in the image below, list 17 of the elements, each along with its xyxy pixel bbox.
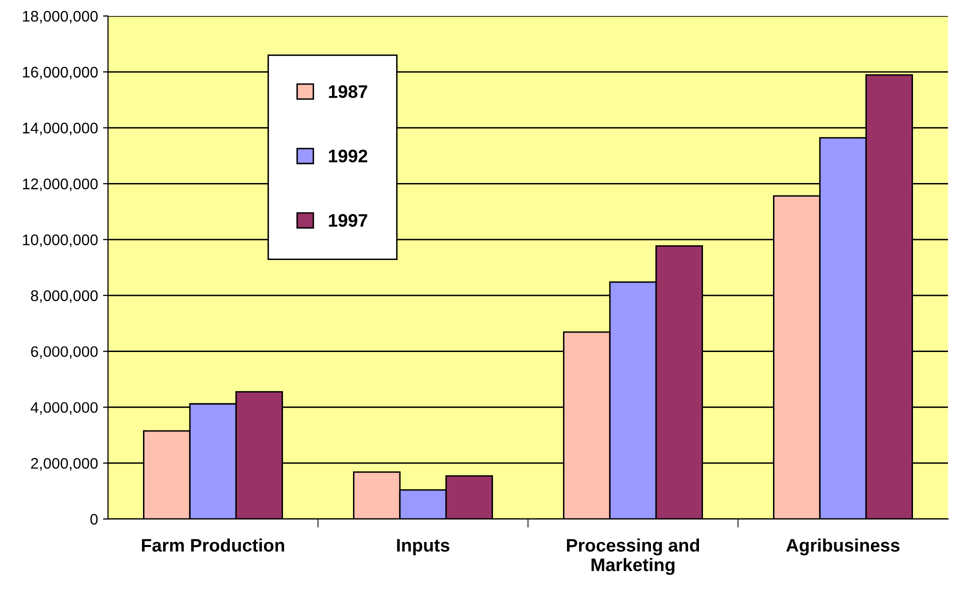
y-tick-label: 2,000,000 bbox=[31, 458, 98, 471]
legend-label: 1992 bbox=[328, 150, 368, 162]
x-tick-label: Processing and Marketing bbox=[566, 538, 700, 575]
x-tick-label: Agribusiness bbox=[786, 538, 900, 556]
legend-label: 1997 bbox=[328, 214, 368, 227]
y-tick-label: 16,000,000 bbox=[22, 66, 98, 80]
y-tick-label: 8,000,000 bbox=[30, 290, 98, 303]
y-tick-label: 6,000,000 bbox=[31, 346, 98, 359]
x-tick-label: Farm Production bbox=[142, 538, 284, 552]
y-tick-label: 0 bbox=[90, 514, 98, 525]
legend-label: 1987 bbox=[328, 85, 368, 98]
x-tick-label: Inputs bbox=[397, 539, 450, 556]
y-tick-label: 14,000,000 bbox=[22, 122, 98, 136]
y-tick-label: 4,000,000 bbox=[30, 402, 98, 415]
y-tick-label: 18,000,000 bbox=[22, 10, 98, 24]
y-tick-label: 12,000,000 bbox=[22, 178, 98, 192]
y-tick-label: 10,000,000 bbox=[22, 234, 98, 248]
